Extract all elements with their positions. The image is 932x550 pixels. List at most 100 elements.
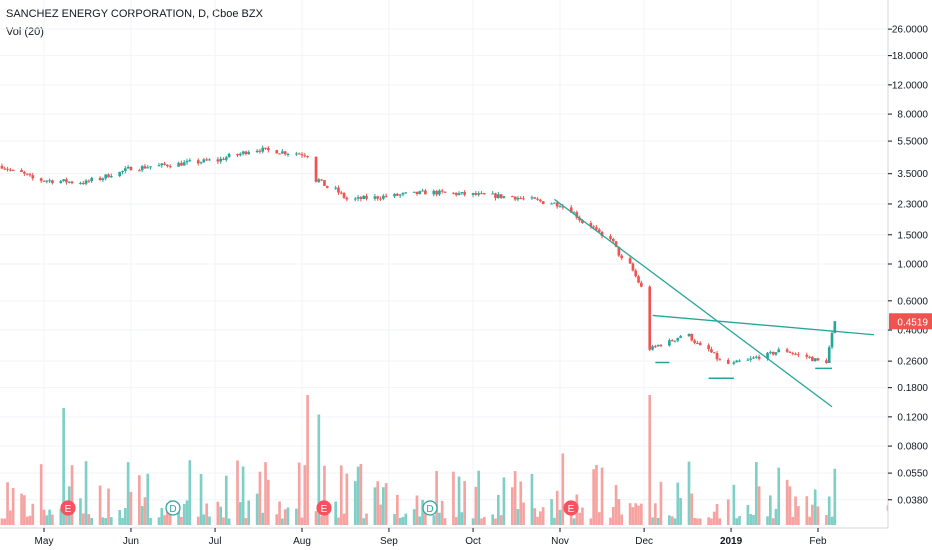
- candle: [62, 179, 65, 182]
- candle: [707, 345, 710, 350]
- earnings-marker: [563, 500, 579, 516]
- candle: [726, 359, 730, 364]
- grid: [0, 0, 888, 528]
- candle: [51, 180, 54, 184]
- price-tick-label: 0.0550: [897, 469, 928, 480]
- time-tick-label: Aug: [293, 536, 311, 547]
- candle: [712, 352, 716, 354]
- candle: [496, 194, 500, 199]
- candle: [166, 164, 169, 167]
- price-axis[interactable]: 26.0000 18.0000 12.0000 8.0000 5.5000 3.5000 2…: [887, 0, 932, 528]
- volume-bar: [205, 503, 208, 525]
- volume-bar: [726, 499, 730, 525]
- candle: [575, 212, 579, 218]
- candle: [376, 196, 380, 199]
- candle: [656, 344, 660, 347]
- price-tick-label: 1.5000: [897, 230, 928, 241]
- chart-title: SANCHEZ ENERGY CORPORATION, D, Cboe BZX: [6, 8, 263, 20]
- volume-bar: [87, 514, 91, 525]
- volume-bar: [813, 489, 817, 525]
- volume-bar: [572, 518, 576, 525]
- candle: [98, 177, 102, 181]
- volume-bar: [90, 518, 94, 525]
- volume-bar: [216, 501, 220, 525]
- price-tick-label: 0.0380: [897, 495, 928, 506]
- candle: [121, 170, 124, 172]
- candle: [267, 147, 270, 151]
- candle: [805, 354, 809, 357]
- volume-bar: [264, 462, 267, 525]
- candle: [572, 212, 576, 214]
- candle: [65, 179, 68, 183]
- candle: [482, 193, 486, 195]
- candle: [23, 171, 26, 174]
- volume-bar: [337, 517, 340, 525]
- volume-bar: [101, 517, 105, 525]
- candle: [323, 180, 326, 186]
- candle: [785, 349, 789, 352]
- candle: [460, 192, 464, 194]
- candle: [676, 337, 680, 341]
- event-marker-label: E: [65, 504, 72, 515]
- candle: [101, 178, 105, 181]
- candle: [84, 180, 88, 184]
- candle: [494, 193, 497, 199]
- volume-bar: [339, 465, 343, 525]
- candle: [614, 241, 618, 247]
- candle: [816, 358, 820, 361]
- candle: [668, 340, 671, 346]
- time-axis[interactable]: May Jun Jul Aug Sep Oct Nov Dec 2019 Feb: [0, 527, 888, 550]
- volume-bar: [830, 516, 834, 525]
- volume-bar: [539, 511, 542, 525]
- candle: [687, 333, 691, 337]
- volume-bar: [749, 514, 753, 525]
- candle: [25, 173, 29, 175]
- volume-bar: [188, 460, 192, 525]
- candles: [0, 145, 837, 366]
- candle: [788, 351, 792, 353]
- volume-bar: [342, 513, 346, 525]
- volume-bar: [166, 503, 169, 525]
- volume-bar: [499, 515, 503, 525]
- volume-bar: [359, 463, 363, 525]
- volume-bar: [227, 518, 231, 525]
- candle: [673, 340, 677, 342]
- volume-bar: [325, 510, 329, 525]
- trendlines: [554, 198, 875, 408]
- volume-bar: [494, 518, 497, 525]
- volume-bar: [513, 471, 517, 525]
- event-marker-label: D: [169, 504, 176, 515]
- candle: [628, 258, 632, 264]
- volume-bar: [23, 495, 26, 525]
- candle: [421, 190, 424, 192]
- volume-bar: [412, 509, 416, 525]
- volume-bar: [440, 500, 444, 525]
- candle: [185, 160, 189, 163]
- volume-bar: [48, 509, 51, 525]
- candle: [617, 246, 621, 256]
- volume-bar: [774, 508, 778, 525]
- volume-bar: [752, 514, 755, 525]
- volume-bar: [208, 516, 211, 525]
- candle: [715, 353, 719, 360]
- volume-bar: [541, 507, 545, 525]
- candle: [11, 169, 15, 171]
- candle: [31, 175, 35, 179]
- candle: [718, 359, 722, 361]
- volume-bar: [185, 500, 189, 525]
- volume-bar: [177, 505, 180, 525]
- volume-bar: [651, 517, 654, 525]
- candle: [199, 162, 203, 164]
- volume-bar: [648, 395, 652, 525]
- candle: [160, 163, 164, 166]
- candle: [648, 286, 652, 350]
- volume-bar: [634, 503, 638, 525]
- candle: [0, 165, 4, 169]
- candle: [550, 203, 553, 205]
- candle: [592, 226, 595, 228]
- price-tick-label: 5.5000: [897, 137, 928, 148]
- candle: [362, 195, 366, 199]
- volume-bar: [25, 516, 29, 525]
- time-tick-label: Jun: [123, 536, 139, 547]
